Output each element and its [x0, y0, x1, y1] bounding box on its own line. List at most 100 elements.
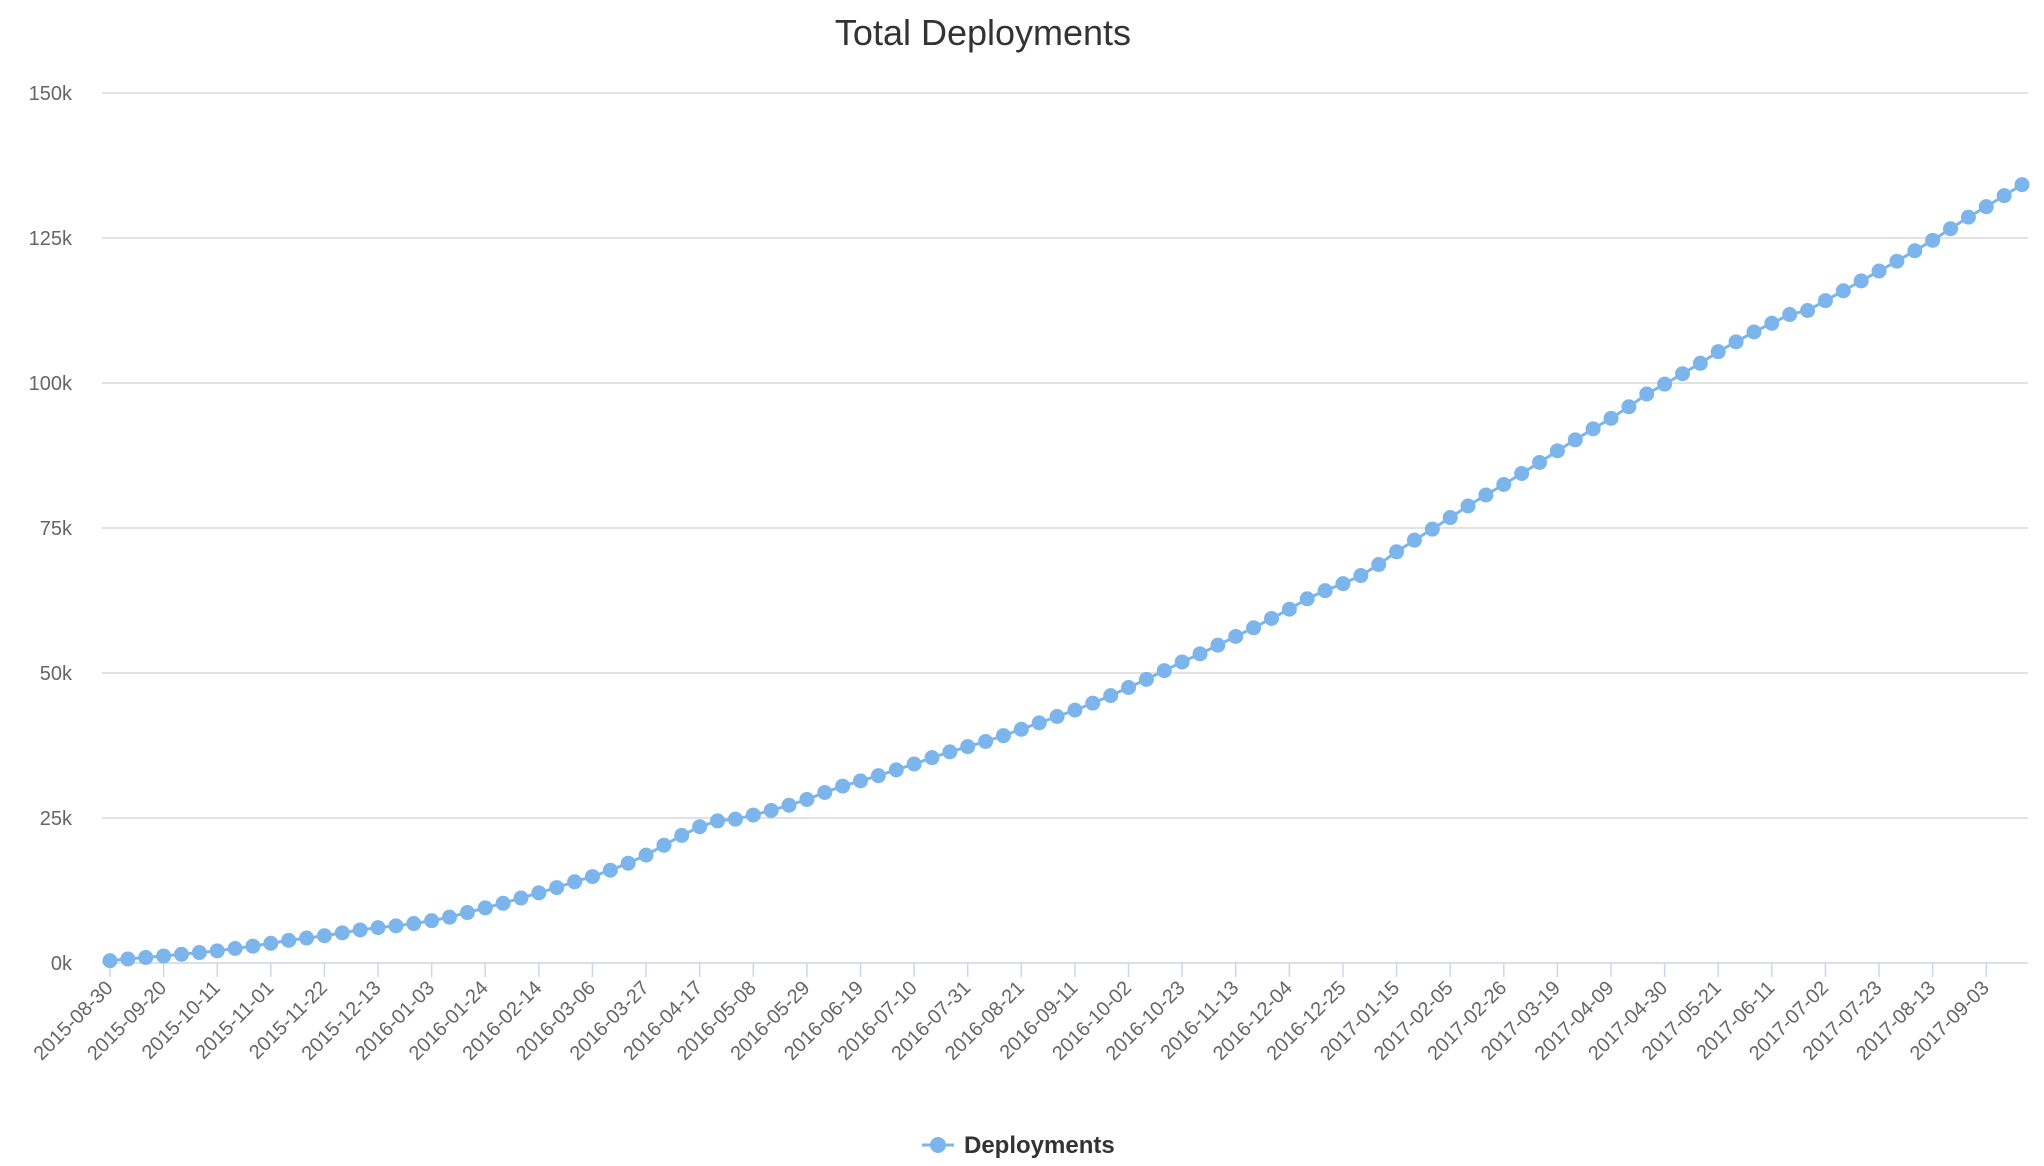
data-point[interactable]: [1174, 654, 1190, 670]
data-point[interactable]: [102, 953, 118, 969]
data-point[interactable]: [1532, 454, 1548, 470]
data-point[interactable]: [1943, 221, 1959, 237]
data-point[interactable]: [1156, 663, 1172, 679]
data-point[interactable]: [1674, 366, 1690, 382]
data-point[interactable]: [531, 885, 547, 901]
data-point[interactable]: [1246, 620, 1262, 636]
data-point[interactable]: [1996, 188, 2012, 204]
data-point[interactable]: [1264, 610, 1279, 626]
data-point[interactable]: [388, 918, 404, 934]
data-point[interactable]: [799, 791, 815, 807]
data-point[interactable]: [1871, 263, 1887, 279]
data-point[interactable]: [1907, 243, 1923, 259]
data-point[interactable]: [1103, 688, 1119, 704]
data-point[interactable]: [245, 938, 261, 954]
data-point[interactable]: [424, 913, 440, 929]
data-point[interactable]: [924, 750, 940, 766]
data-point[interactable]: [1496, 477, 1512, 492]
data-point[interactable]: [1085, 695, 1101, 711]
data-point[interactable]: [1800, 303, 1816, 318]
legend-item-deployments[interactable]: Deployments: [964, 1132, 1115, 1159]
data-point[interactable]: [1764, 315, 1780, 331]
data-point[interactable]: [906, 756, 922, 772]
data-point[interactable]: [567, 874, 583, 890]
data-point[interactable]: [173, 946, 189, 962]
data-point[interactable]: [1889, 253, 1905, 269]
data-point[interactable]: [638, 847, 654, 863]
data-point[interactable]: [263, 935, 279, 951]
data-point[interactable]: [2014, 177, 2030, 193]
data-point[interactable]: [156, 948, 172, 964]
data-point[interactable]: [1567, 432, 1583, 448]
data-point[interactable]: [1817, 293, 1833, 309]
data-point[interactable]: [1585, 421, 1601, 437]
data-point[interactable]: [888, 762, 904, 778]
data-point[interactable]: [853, 773, 868, 789]
data-point[interactable]: [1978, 199, 1994, 215]
data-point[interactable]: [209, 943, 225, 959]
data-point[interactable]: [1603, 410, 1619, 426]
data-point[interactable]: [1335, 576, 1351, 592]
data-point[interactable]: [960, 739, 976, 755]
data-point[interactable]: [835, 778, 851, 794]
data-point[interactable]: [1406, 532, 1422, 548]
series-deployments[interactable]: [102, 177, 2030, 969]
data-point[interactable]: [727, 811, 743, 827]
data-point[interactable]: [227, 941, 243, 956]
data-point[interactable]: [1424, 521, 1440, 537]
data-point[interactable]: [763, 802, 779, 818]
data-point[interactable]: [120, 951, 136, 967]
data-point[interactable]: [692, 819, 708, 835]
data-point[interactable]: [1031, 715, 1047, 731]
data-point[interactable]: [602, 862, 618, 878]
data-point[interactable]: [817, 784, 833, 800]
data-point[interactable]: [1067, 702, 1083, 718]
data-point[interactable]: [299, 930, 315, 946]
data-point[interactable]: [459, 905, 475, 921]
data-point[interactable]: [1121, 680, 1137, 695]
data-point[interactable]: [1514, 465, 1530, 481]
data-point[interactable]: [584, 869, 600, 885]
data-point[interactable]: [191, 945, 207, 961]
data-point[interactable]: [1728, 334, 1744, 350]
data-point[interactable]: [1317, 583, 1333, 599]
data-point[interactable]: [1228, 628, 1244, 644]
data-point[interactable]: [1960, 209, 1976, 225]
data-point[interactable]: [1853, 273, 1869, 289]
data-point[interactable]: [1210, 637, 1226, 653]
data-point[interactable]: [316, 928, 332, 944]
data-point[interactable]: [1138, 671, 1154, 687]
data-point[interactable]: [1657, 376, 1673, 392]
data-point[interactable]: [1299, 591, 1315, 607]
data-point[interactable]: [1835, 283, 1851, 299]
data-point[interactable]: [1371, 557, 1387, 573]
data-point[interactable]: [1049, 709, 1065, 724]
data-point[interactable]: [1925, 232, 1941, 248]
data-point[interactable]: [1353, 568, 1369, 584]
data-point[interactable]: [1013, 721, 1029, 737]
data-point[interactable]: [281, 932, 297, 948]
data-point[interactable]: [352, 922, 368, 938]
data-point[interactable]: [1782, 307, 1798, 323]
data-point[interactable]: [942, 744, 958, 760]
data-point[interactable]: [870, 768, 886, 784]
data-point[interactable]: [995, 728, 1011, 744]
data-point[interactable]: [1692, 355, 1708, 371]
data-point[interactable]: [1442, 510, 1458, 526]
data-point[interactable]: [1281, 601, 1297, 617]
data-point[interactable]: [549, 880, 565, 896]
data-point[interactable]: [674, 827, 690, 843]
data-point[interactable]: [781, 797, 797, 813]
data-point[interactable]: [513, 890, 529, 906]
data-point[interactable]: [1478, 487, 1494, 503]
data-point[interactable]: [1192, 646, 1208, 662]
data-point[interactable]: [745, 807, 761, 823]
legend[interactable]: Deployments: [922, 1132, 1115, 1159]
data-point[interactable]: [1639, 386, 1655, 402]
data-point[interactable]: [710, 813, 726, 829]
data-point[interactable]: [1746, 324, 1762, 340]
data-point[interactable]: [1549, 443, 1565, 459]
data-point[interactable]: [1710, 344, 1726, 360]
data-point[interactable]: [620, 855, 636, 871]
data-point[interactable]: [1621, 399, 1637, 415]
